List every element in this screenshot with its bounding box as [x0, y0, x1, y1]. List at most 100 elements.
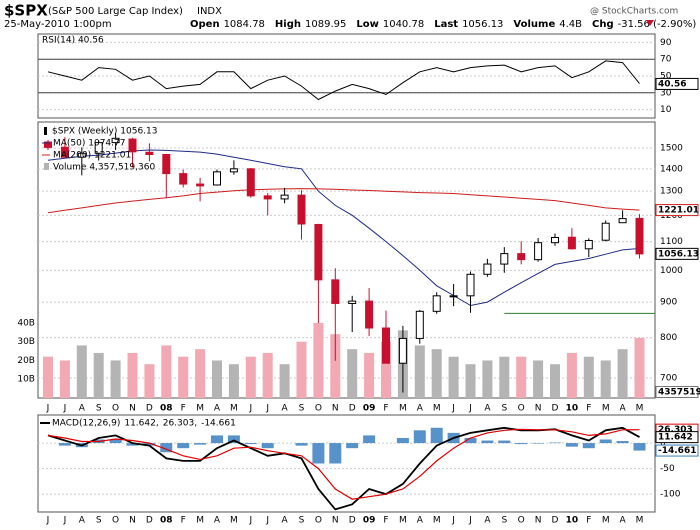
volume-bar [600, 360, 611, 398]
volume-bar [482, 360, 493, 398]
volume-bar [178, 356, 189, 398]
histogram-bar [160, 443, 173, 453]
histogram-bar [599, 439, 612, 444]
x-tick-label: M [196, 404, 204, 414]
x-tick-label: M [433, 516, 441, 526]
legend-label: -14.661 [201, 419, 236, 429]
moving-average [47, 188, 640, 214]
panel-title: RSI(14) 40.56 [42, 36, 104, 46]
panel-title: $SPX (Weekly) 1056.13 [52, 127, 157, 137]
x-tick-label: S [501, 404, 507, 414]
volume-bar [431, 349, 442, 398]
volume-tick-label: 40B [17, 318, 35, 328]
x-tick-label: M [196, 516, 204, 526]
quote-value: 1040.78 [383, 19, 424, 30]
candle-body [94, 142, 103, 154]
x-tick-label: A [214, 516, 221, 526]
x-tick-label: M [399, 516, 407, 526]
x-tick-label: A [417, 404, 424, 414]
x-tick-label: O [315, 404, 322, 414]
quote-value: -31.56 (-2.90%) [618, 19, 697, 30]
y-tick-label: 70 [660, 55, 672, 65]
down-arrow [646, 20, 654, 26]
value-tag-label: 26.303 [658, 425, 693, 435]
watermark: @ StockCharts.com [590, 7, 678, 17]
x-tick-label: N [129, 516, 136, 526]
candle-body [111, 137, 120, 144]
volume-bar [59, 360, 70, 398]
x-tick-label: 09 [363, 404, 376, 414]
index-name: (S&P 500 Large Cap Index) [48, 6, 183, 17]
x-tick-label: J [46, 516, 50, 526]
legend-swatch [44, 163, 49, 170]
y-tick-label: 1400 [660, 164, 683, 174]
candle-body [263, 195, 272, 200]
histogram-bar [396, 437, 409, 444]
volume-bar [228, 364, 239, 398]
volume-bar [195, 349, 206, 398]
histogram-bar [565, 443, 578, 447]
quote-label: High [275, 19, 301, 30]
candle-body [398, 337, 407, 364]
x-tick-label: S [299, 404, 305, 414]
histogram-bar [126, 443, 139, 446]
histogram-bar [515, 443, 528, 445]
y-tick-label: -100 [660, 490, 681, 500]
x-tick-label: N [535, 404, 542, 414]
volume-bar [296, 341, 307, 398]
candle-body [314, 224, 323, 281]
candle-body [635, 217, 644, 255]
candle-body [500, 253, 509, 265]
histogram-bar [58, 443, 71, 446]
x-tick-label: A [417, 516, 424, 526]
value-tag-label: 11.642 [658, 433, 693, 443]
candle-body [618, 218, 627, 224]
y-tick-label: -50 [660, 464, 675, 474]
candle-body [280, 194, 289, 200]
x-tick-label: J [63, 516, 67, 526]
y-tick-label: 30 [660, 88, 672, 98]
histogram-bar [481, 440, 494, 444]
volume-bar [448, 356, 459, 398]
volume-bar [550, 364, 560, 398]
x-tick-label: J [451, 516, 455, 526]
candle-body [382, 327, 390, 364]
quote-label: Open [190, 19, 220, 30]
candle-body [128, 138, 137, 153]
candle-body [179, 173, 188, 185]
candle-body [483, 263, 492, 275]
x-tick-label: A [484, 516, 491, 526]
quote: Open 1084.78 High 1089.95 Low 1040.78 Last 1056… [190, 19, 696, 30]
histogram-bar [211, 435, 223, 444]
candle-body [145, 151, 154, 156]
quote-value: 1089.95 [305, 19, 346, 30]
moving-average [47, 149, 640, 307]
candle-body [534, 242, 543, 261]
volume-bar [381, 341, 391, 398]
volume-bar [617, 349, 628, 398]
x-tick-label: S [501, 516, 507, 526]
candle-body [415, 310, 424, 339]
x-tick-label: F [586, 404, 591, 414]
y-tick-label: 1500 [660, 144, 683, 154]
quote-label: Chg [592, 19, 614, 30]
y-tick-label: 1300 [660, 187, 683, 197]
x-tick-label: A [79, 404, 86, 414]
histogram-bar [430, 427, 443, 444]
price-frame [37, 121, 656, 399]
histogram-bar [616, 441, 629, 444]
candle-body [44, 141, 52, 148]
histogram-bar [363, 435, 376, 444]
y-tick-label: 0 [660, 439, 666, 449]
legend-label: Volume 4,357,519,360 [53, 163, 155, 173]
x-tick-label: N [332, 404, 339, 414]
x-tick-label: J [468, 404, 472, 414]
volume-bar [110, 360, 121, 398]
candle-body [60, 146, 69, 158]
volume-bar [161, 345, 172, 398]
y-tick-label: 1000 [660, 266, 683, 276]
candle-body [213, 171, 221, 186]
x-tick-label: J [265, 404, 269, 414]
candle-body [567, 236, 576, 250]
histogram-bar [177, 443, 190, 449]
